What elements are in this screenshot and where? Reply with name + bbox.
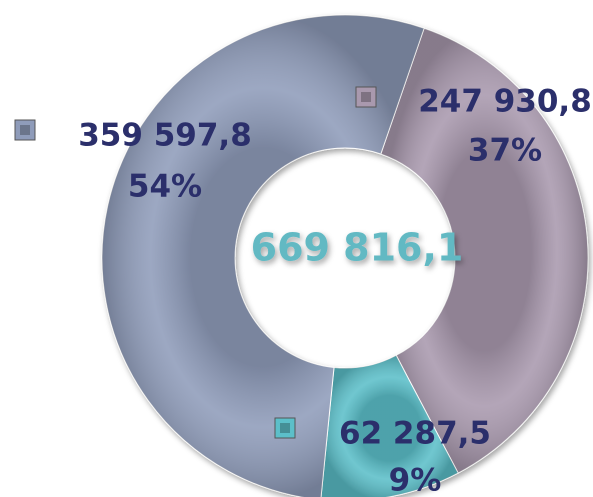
value-label: 247 930,8 [418, 84, 592, 120]
legend-marker-bevel [20, 125, 30, 135]
percent-label: 9% [389, 463, 442, 497]
legend-marker [14, 119, 36, 141]
total-label: 669 816,1 [251, 226, 464, 270]
legend-marker [274, 417, 296, 439]
percent-label: 37% [468, 133, 542, 169]
value-label: 62 287,5 [339, 416, 491, 452]
percent-label: 54% [128, 169, 202, 205]
legend-marker-bevel [280, 423, 290, 433]
value-label: 359 597,8 [78, 118, 252, 154]
legend-marker [355, 86, 377, 108]
legend-marker-bevel [361, 92, 371, 102]
